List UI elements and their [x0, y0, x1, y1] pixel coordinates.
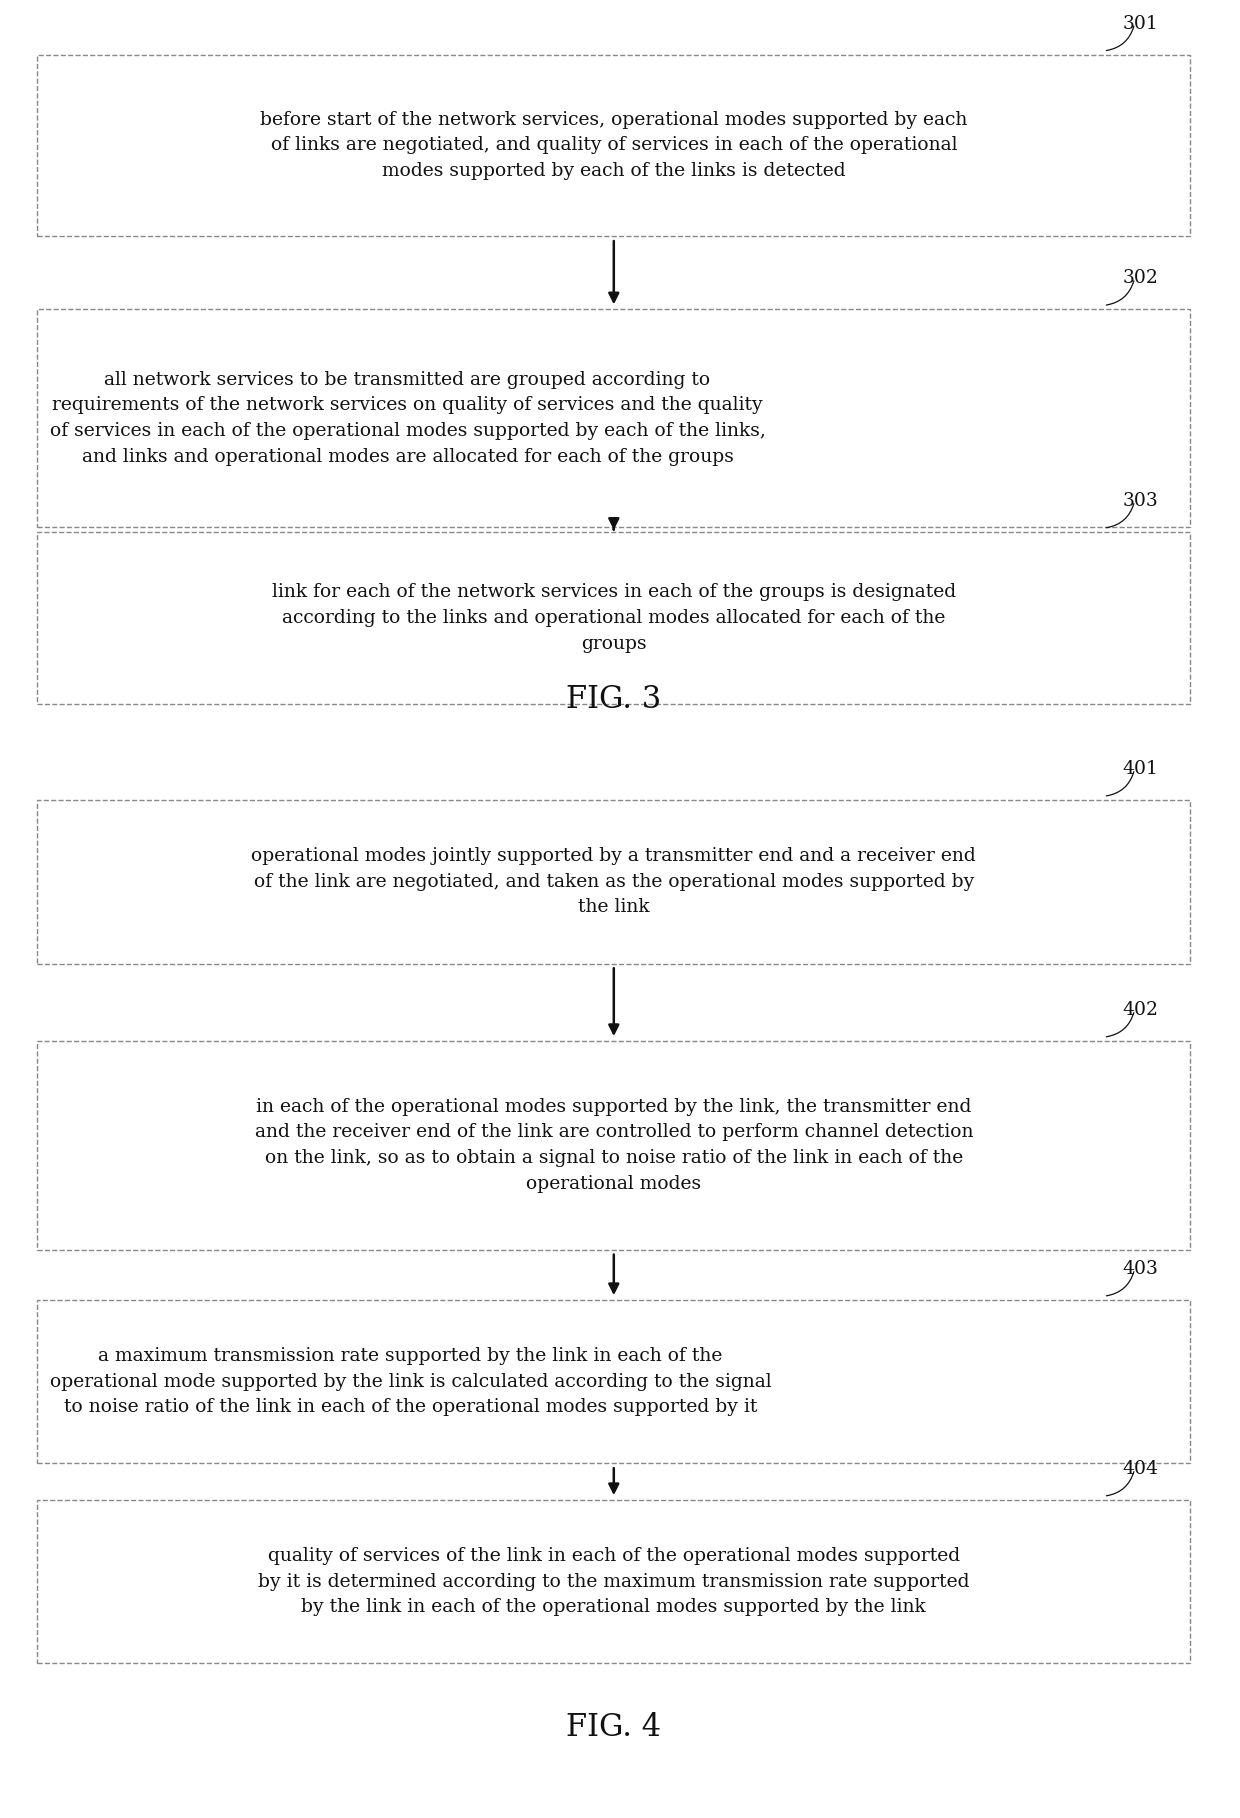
Text: operational modes jointly supported by a transmitter end and a receiver end
of t: operational modes jointly supported by a… — [252, 847, 976, 916]
Bar — [37, 1300, 1190, 1463]
Text: in each of the operational modes supported by the link, the transmitter end
and : in each of the operational modes support… — [254, 1098, 973, 1193]
Text: FIG. 3: FIG. 3 — [567, 684, 661, 716]
Bar — [37, 1500, 1190, 1663]
Text: 301: 301 — [1123, 15, 1158, 33]
Bar — [37, 309, 1190, 527]
Text: 302: 302 — [1123, 269, 1158, 287]
Bar — [37, 55, 1190, 236]
Text: link for each of the network services in each of the groups is designated
accord: link for each of the network services in… — [272, 584, 956, 653]
Text: a maximum transmission rate supported by the link in each of the
operational mod: a maximum transmission rate supported by… — [50, 1347, 771, 1416]
Text: 404: 404 — [1122, 1460, 1159, 1478]
Text: FIG. 4: FIG. 4 — [567, 1711, 661, 1743]
Text: all network services to be transmitted are grouped according to
requirements of : all network services to be transmitted a… — [50, 371, 765, 465]
Text: 401: 401 — [1123, 760, 1158, 778]
Bar — [37, 800, 1190, 964]
Text: quality of services of the link in each of the operational modes supported
by it: quality of services of the link in each … — [258, 1547, 970, 1616]
Bar — [37, 531, 1190, 704]
Bar — [37, 1040, 1190, 1251]
Text: before start of the network services, operational modes supported by each
of lin: before start of the network services, op… — [260, 111, 967, 180]
Text: 403: 403 — [1123, 1260, 1158, 1278]
Text: 402: 402 — [1122, 1002, 1159, 1018]
Text: 303: 303 — [1123, 493, 1158, 509]
